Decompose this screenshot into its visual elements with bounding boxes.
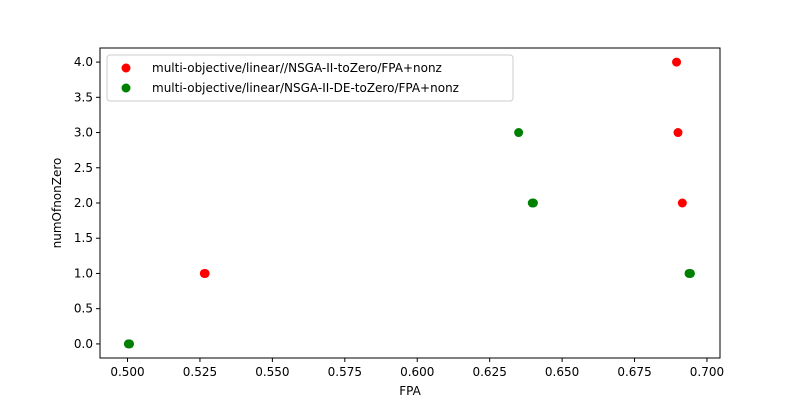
legend-marker-nsga-ii (121, 63, 131, 73)
data-point-series-1 (685, 268, 695, 278)
y-tick-label: 3.5 (74, 90, 93, 104)
data-point-series-1 (528, 198, 538, 208)
x-tick-label: 0.525 (183, 365, 217, 379)
y-tick-label: 0.5 (74, 302, 93, 316)
data-point-series-0 (677, 198, 687, 208)
y-axis-ticks: 0.0 0.5 1.0 1.5 2.0 2.5 3.0 3.5 4.0 (74, 55, 100, 351)
y-tick-label: 2.0 (74, 196, 93, 210)
x-tick-label: 0.625 (472, 365, 506, 379)
data-points (123, 57, 695, 349)
data-point-series-0 (673, 128, 683, 138)
y-axis-label: numOfnonZero (50, 158, 64, 249)
legend-label-nsga-ii: multi-objective/linear//NSGA-II-toZero/F… (152, 61, 442, 75)
x-tick-label: 0.550 (255, 365, 289, 379)
x-tick-label: 0.575 (328, 365, 362, 379)
x-axis-label: FPA (399, 384, 421, 398)
data-point-series-0 (672, 57, 682, 67)
y-tick-label: 4.0 (74, 55, 93, 69)
x-axis-ticks: 0.500 0.525 0.550 0.575 0.600 0.625 0.650 0.675… (110, 358, 724, 379)
y-tick-label: 2.5 (74, 161, 93, 175)
y-tick-label: 1.5 (74, 231, 93, 245)
legend: multi-objective/linear//NSGA-II-toZero/F… (106, 54, 514, 102)
x-tick-label: 0.600 (400, 365, 434, 379)
y-tick-label: 1.0 (74, 266, 93, 280)
x-tick-label: 0.675 (617, 365, 651, 379)
x-tick-label: 0.500 (110, 365, 144, 379)
data-point-series-1 (125, 339, 135, 349)
y-tick-label: 3.0 (74, 126, 93, 140)
x-tick-label: 0.650 (545, 365, 579, 379)
data-point-series-0 (200, 268, 210, 278)
legend-box (106, 54, 514, 102)
legend-marker-nsga-ii-de (121, 83, 131, 93)
legend-label-nsga-ii-de: multi-objective/linear/NSGA-II-DE-toZero… (152, 81, 459, 95)
data-point-series-1 (514, 128, 524, 138)
x-tick-label: 0.700 (690, 365, 724, 379)
y-tick-label: 0.0 (74, 337, 93, 351)
